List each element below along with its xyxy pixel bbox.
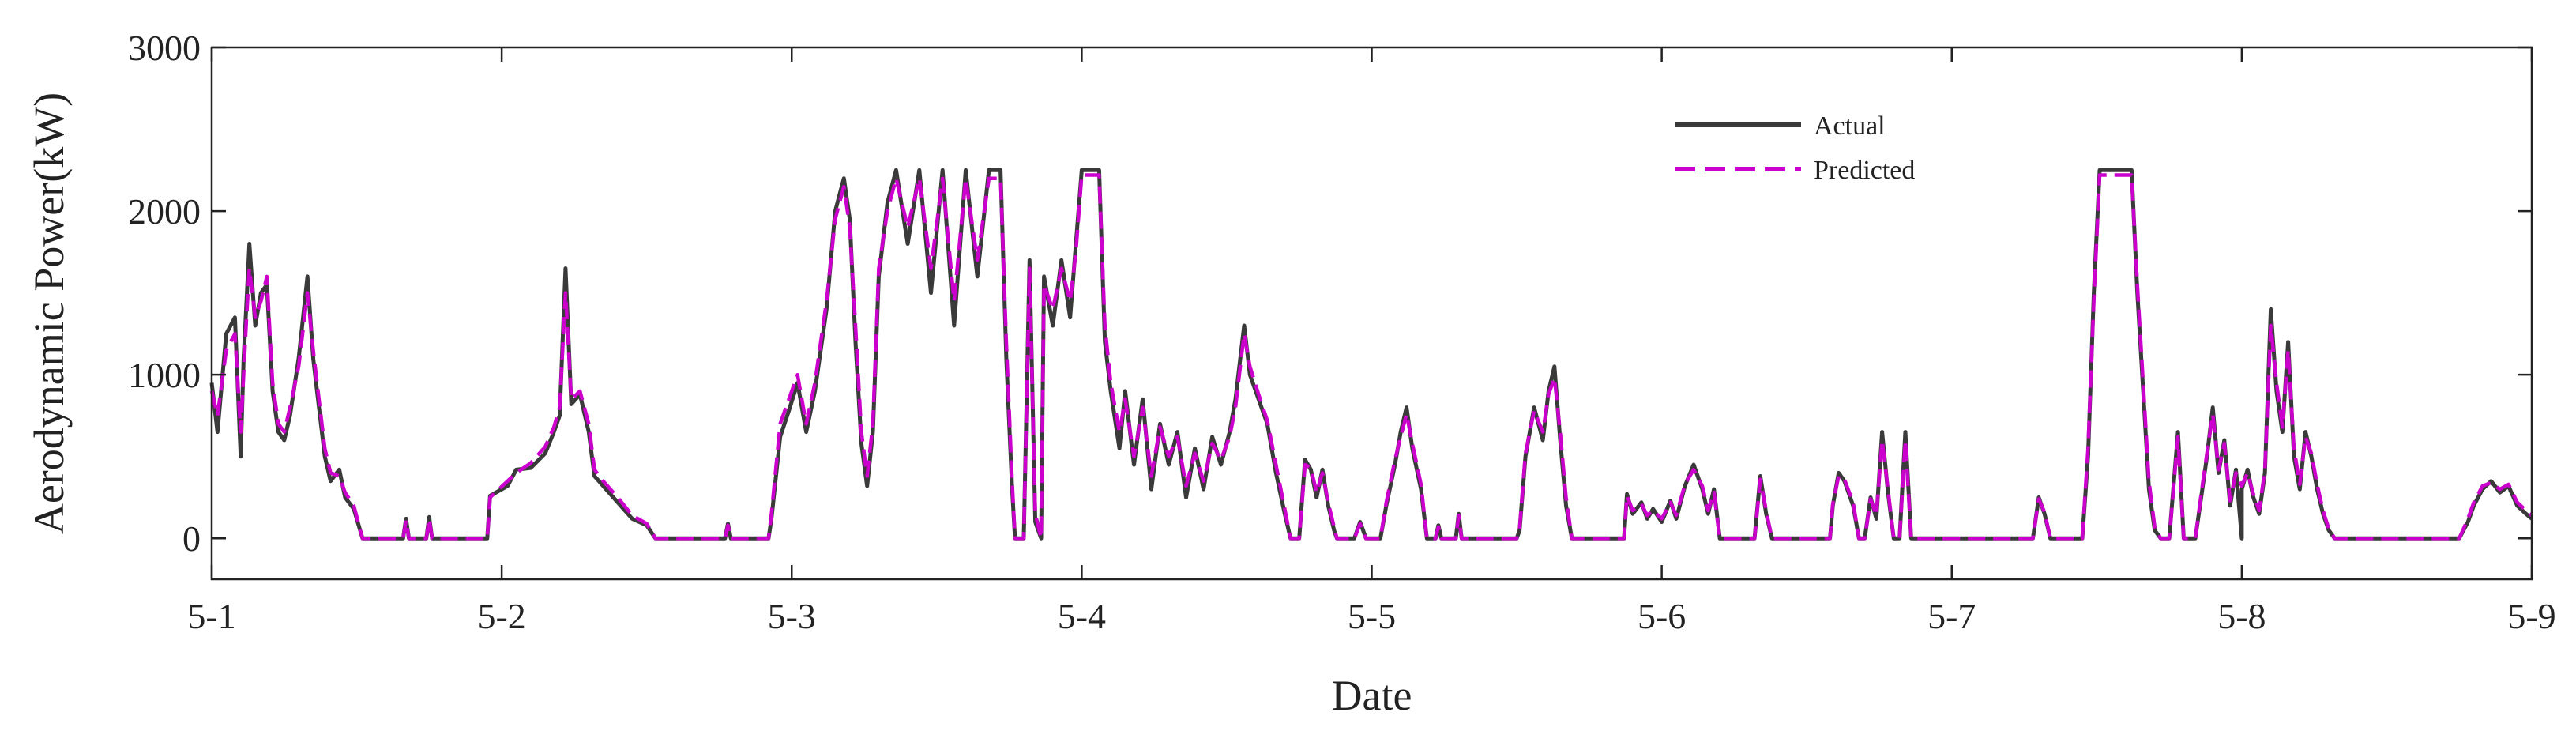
series-line-predicted bbox=[209, 173, 2533, 541]
plot-frame bbox=[210, 46, 2533, 581]
legend-label-predicted: Predicted bbox=[1814, 156, 1915, 185]
y-tick-label: 3000 bbox=[128, 28, 201, 68]
plot-lines bbox=[209, 168, 2533, 541]
x-tick-label: 5-9 bbox=[2507, 596, 2555, 636]
x-tick-label: 5-7 bbox=[1927, 596, 1976, 636]
x-tick-label: 5-4 bbox=[1058, 596, 1106, 636]
legend: Actual Predicted bbox=[1675, 111, 1915, 185]
y-tick-labels: 0 1000 2000 3000 bbox=[128, 28, 201, 559]
series-line-actual bbox=[209, 168, 2533, 541]
x-tick-labels: 5-1 5-2 5-3 5-4 5-5 5-6 5-7 5-8 5-9 bbox=[187, 596, 2555, 636]
x-tick-label: 5-5 bbox=[1348, 596, 1396, 636]
y-tick-label: 1000 bbox=[128, 355, 201, 395]
x-axis-label: Date bbox=[1332, 672, 1412, 719]
axis-ticks bbox=[210, 46, 2533, 579]
x-tick-label: 5-2 bbox=[477, 596, 525, 636]
x-tick-label: 5-6 bbox=[1638, 596, 1686, 636]
y-tick-label: 0 bbox=[182, 518, 201, 559]
y-tick-label: 2000 bbox=[128, 191, 201, 232]
y-axis-label: Aerodynamic Power(kW) bbox=[25, 92, 73, 534]
x-tick-label: 5-8 bbox=[2217, 596, 2266, 636]
x-tick-label: 5-1 bbox=[187, 596, 235, 636]
x-tick-label: 5-3 bbox=[768, 596, 816, 636]
legend-label-actual: Actual bbox=[1814, 111, 1886, 141]
